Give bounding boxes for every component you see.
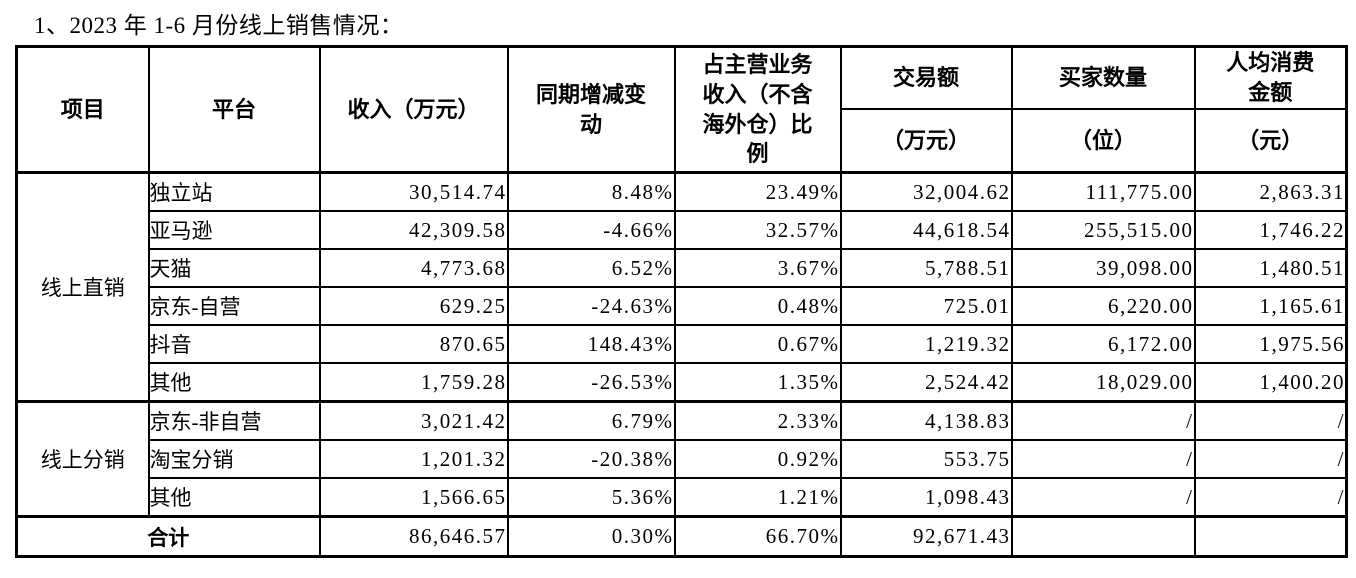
cell-revenue: 30,514.74: [318, 171, 509, 212]
table-row: 线上直销 独立站 30,514.74 8.48% 23.49% 32,004.6…: [15, 171, 1348, 403]
cell-gmv: 1,219.32: [839, 324, 1013, 364]
header-row-bottom: （万元） （位） （元）: [17, 108, 1348, 174]
table-row: 其他 1,759.28 -26.53% 1.35% 2,524.42 18,02…: [17, 362, 1348, 403]
total-label: 合计: [15, 515, 321, 558]
cell-revenue: 870.65: [318, 324, 509, 364]
col-header-buyers-title: 买家数量: [1010, 45, 1196, 110]
cell-ratio: 0.67%: [673, 324, 842, 364]
table-row: 其他 1,566.65 5.36% 1.21% 1,098.43 / /: [17, 477, 1348, 518]
cell-ratio: 3.67%: [673, 248, 842, 288]
cell-gmv: 44,618.54: [839, 210, 1013, 250]
cell-ratio: 1.35%: [673, 362, 842, 403]
cell-revenue: 1,566.65: [318, 477, 509, 518]
cell-buyers: 18,029.00: [1010, 362, 1196, 403]
cell-platform: 独立站: [147, 171, 321, 212]
cell-yoy: -24.63%: [506, 286, 676, 326]
cell-platform: 天猫: [147, 248, 321, 288]
cell-percap: /: [1193, 400, 1348, 441]
section-label-direct: 线上直销: [15, 171, 150, 403]
cell-percap: 1,746.22: [1193, 210, 1348, 250]
cell-percap: 2,863.31: [1193, 171, 1348, 212]
cell-yoy: -4.66%: [506, 210, 676, 250]
cell-yoy: 148.43%: [506, 324, 676, 364]
cell-yoy: 6.79%: [506, 400, 676, 441]
cell-buyers: /: [1010, 439, 1196, 479]
cell-buyers: /: [1010, 477, 1196, 518]
col-header-gmv-unit: （万元）: [839, 108, 1013, 174]
table-row: 淘宝分销 1,201.32 -20.38% 0.92% 553.75 / /: [17, 439, 1348, 479]
col-header-item: 项目: [15, 45, 150, 174]
cell-total-yoy: 0.30%: [506, 515, 676, 558]
header-row-top: 项目 平台 收入（万元） 同期增减变 动 占主营业务 收入（不含 海外仓）比 例…: [15, 45, 1348, 174]
cell-percap: 1,400.20: [1193, 362, 1348, 403]
cell-platform: 抖音: [147, 324, 321, 364]
cell-gmv: 1,098.43: [839, 477, 1013, 518]
cell-percap: 1,975.56: [1193, 324, 1348, 364]
cell-ratio: 2.33%: [673, 400, 842, 441]
cell-percap: /: [1193, 439, 1348, 479]
table-row: 抖音 870.65 148.43% 0.67% 1,219.32 6,172.0…: [17, 324, 1348, 364]
cell-yoy: 6.52%: [506, 248, 676, 288]
cell-total-buyers: [1010, 515, 1196, 558]
cell-total-ratio: 66.70%: [673, 515, 842, 558]
col-header-ratio: 占主营业务 收入（不含 海外仓）比 例: [673, 45, 842, 174]
section-label-distribution: 线上分销: [15, 400, 150, 518]
cell-gmv: 2,524.42: [839, 362, 1013, 403]
cell-platform: 其他: [147, 362, 321, 403]
cell-total-percap: [1193, 515, 1348, 558]
cell-buyers: 255,515.00: [1010, 210, 1196, 250]
col-header-buyers-unit: （位）: [1010, 108, 1196, 174]
page-title: 1、2023 年 1-6 月份线上销售情况：: [34, 13, 404, 38]
cell-buyers: /: [1010, 400, 1196, 441]
total-row: 合计 86,646.57 0.30% 66.70% 92,671.43: [15, 515, 1348, 558]
table-row: 亚马逊 42,309.58 -4.66% 32.57% 44,618.54 25…: [17, 210, 1348, 250]
cell-platform: 京东-非自营: [147, 400, 321, 441]
cell-buyers: 6,172.00: [1010, 324, 1196, 364]
cell-buyers: 6,220.00: [1010, 286, 1196, 326]
cell-platform: 淘宝分销: [147, 439, 321, 479]
cell-ratio: 0.48%: [673, 286, 842, 326]
table-header: 项目 平台 收入（万元） 同期增减变 动 占主营业务 收入（不含 海外仓）比 例…: [15, 45, 1348, 174]
cell-total-revenue: 86,646.57: [318, 515, 509, 558]
cell-ratio: 1.21%: [673, 477, 842, 518]
cell-gmv: 5,788.51: [839, 248, 1013, 288]
cell-ratio: 0.92%: [673, 439, 842, 479]
cell-revenue: 42,309.58: [318, 210, 509, 250]
cell-percap: 1,480.51: [1193, 248, 1348, 288]
table-row: 京东-自营 629.25 -24.63% 0.48% 725.01 6,220.…: [17, 286, 1348, 326]
cell-revenue: 1,201.32: [318, 439, 509, 479]
cell-revenue: 3,021.42: [318, 400, 509, 441]
cell-gmv: 553.75: [839, 439, 1013, 479]
cell-buyers: 39,098.00: [1010, 248, 1196, 288]
cell-total-gmv: 92,671.43: [839, 515, 1013, 558]
col-header-percap-title: 人均消费 金额: [1193, 45, 1348, 110]
col-header-yoy: 同期增减变 动: [506, 45, 676, 174]
cell-ratio: 32.57%: [673, 210, 842, 250]
cell-percap: 1,165.61: [1193, 286, 1348, 326]
cell-platform: 京东-自营: [147, 286, 321, 326]
cell-platform: 其他: [147, 477, 321, 518]
cell-revenue: 1,759.28: [318, 362, 509, 403]
cell-revenue: 629.25: [318, 286, 509, 326]
cell-percap: /: [1193, 477, 1348, 518]
cell-yoy: -20.38%: [506, 439, 676, 479]
cell-gmv: 32,004.62: [839, 171, 1013, 212]
table-row: 天猫 4,773.68 6.52% 3.67% 5,788.51 39,098.…: [17, 248, 1348, 288]
cell-yoy: 5.36%: [506, 477, 676, 518]
online-sales-table: 项目 平台 收入（万元） 同期增减变 动 占主营业务 收入（不含 海外仓）比 例…: [15, 45, 1348, 558]
cell-platform: 亚马逊: [147, 210, 321, 250]
cell-yoy: -26.53%: [506, 362, 676, 403]
col-header-platform: 平台: [147, 45, 321, 174]
cell-buyers: 111,775.00: [1010, 171, 1196, 212]
cell-revenue: 4,773.68: [318, 248, 509, 288]
col-header-revenue: 收入（万元）: [318, 45, 509, 174]
cell-ratio: 23.49%: [673, 171, 842, 212]
col-header-gmv-title: 交易额: [839, 45, 1013, 110]
cell-yoy: 8.48%: [506, 171, 676, 212]
cell-gmv: 4,138.83: [839, 400, 1013, 441]
table-row: 线上分销 京东-非自营 3,021.42 6.79% 2.33% 4,138.8…: [15, 400, 1348, 518]
cell-gmv: 725.01: [839, 286, 1013, 326]
col-header-percap-unit: （元）: [1193, 108, 1348, 174]
